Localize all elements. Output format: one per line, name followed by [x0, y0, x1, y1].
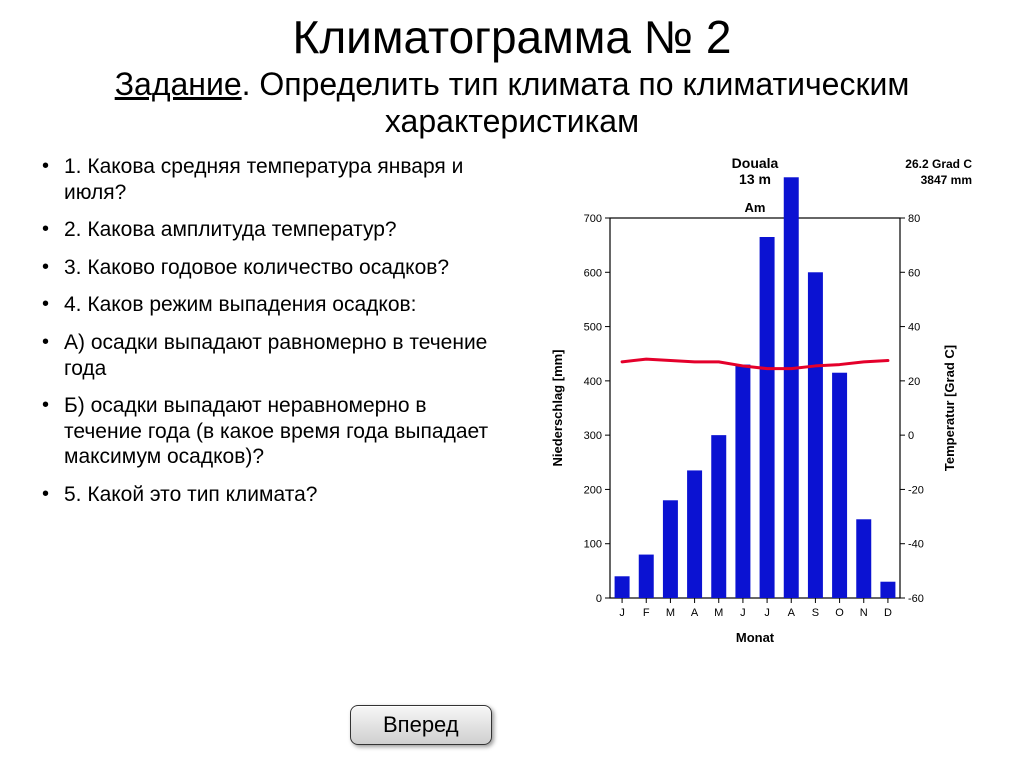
- svg-text:-60: -60: [908, 593, 924, 605]
- question-item: А) осадки выпадают равномерно в течение …: [64, 330, 510, 381]
- svg-text:J: J: [740, 607, 746, 619]
- svg-text:O: O: [835, 607, 844, 619]
- question-item: 2. Какова амплитуда температур?: [64, 217, 510, 243]
- question-list: 1. Какова средняя температура января и и…: [40, 154, 510, 508]
- svg-text:80: 80: [908, 213, 920, 225]
- title-block: Климатограмма № 2 Задание. Определить ти…: [40, 10, 984, 140]
- svg-text:A: A: [788, 607, 796, 619]
- svg-text:D: D: [884, 607, 892, 619]
- forward-button[interactable]: Вперед: [350, 705, 492, 745]
- svg-text:0: 0: [908, 430, 914, 442]
- svg-text:Monat: Monat: [736, 630, 775, 645]
- svg-text:N: N: [860, 607, 868, 619]
- svg-text:A: A: [691, 607, 699, 619]
- svg-text:0: 0: [596, 593, 602, 605]
- svg-text:26.2 Grad C: 26.2 Grad C: [905, 157, 972, 171]
- subtitle: Задание. Определить тип климата по клима…: [40, 66, 984, 140]
- subtitle-prefix: Задание: [115, 66, 242, 102]
- svg-text:400: 400: [584, 376, 602, 388]
- svg-text:100: 100: [584, 539, 602, 551]
- question-item: 1. Какова средняя температура января и и…: [64, 154, 510, 205]
- svg-text:Douala: Douala: [732, 155, 779, 171]
- svg-text:Niederschlag [mm]: Niederschlag [mm]: [550, 349, 565, 466]
- svg-text:J: J: [764, 607, 770, 619]
- svg-text:700: 700: [584, 213, 602, 225]
- svg-text:60: 60: [908, 267, 920, 279]
- svg-text:-40: -40: [908, 539, 924, 551]
- chart-svg: Douala13 m26.2 Grad C3847 mmAm0100200300…: [520, 146, 980, 656]
- question-item: Б) осадки выпадают неравномерно в течени…: [64, 393, 510, 470]
- svg-text:Am: Am: [745, 200, 766, 215]
- question-item: 4. Каков режим выпадения осадков:: [64, 292, 510, 318]
- slide: Климатограмма № 2 Задание. Определить ти…: [0, 0, 1024, 767]
- page-title: Климатограмма № 2: [40, 10, 984, 64]
- content-row: 1. Какова средняя температура января и и…: [40, 146, 984, 666]
- svg-text:300: 300: [584, 430, 602, 442]
- subtitle-rest: . Определить тип климата по климатически…: [242, 66, 910, 139]
- climograph-chart: Douala13 m26.2 Grad C3847 mmAm0100200300…: [520, 146, 980, 666]
- svg-text:M: M: [714, 607, 723, 619]
- svg-text:M: M: [666, 607, 675, 619]
- svg-text:13 m: 13 m: [739, 171, 771, 187]
- chart-panel: Douala13 m26.2 Grad C3847 mmAm0100200300…: [520, 146, 984, 666]
- svg-text:40: 40: [908, 322, 920, 334]
- svg-text:20: 20: [908, 376, 920, 388]
- svg-text:J: J: [619, 607, 625, 619]
- svg-text:S: S: [812, 607, 819, 619]
- svg-text:Temperatur [Grad C]: Temperatur [Grad C]: [942, 345, 957, 471]
- svg-text:500: 500: [584, 322, 602, 334]
- question-item: 3. Каково годовое количество осадков?: [64, 255, 510, 281]
- svg-text:F: F: [643, 607, 650, 619]
- question-item: 5. Какой это тип климата?: [64, 482, 510, 508]
- nav-buttons: Вперед: [350, 705, 492, 745]
- svg-text:600: 600: [584, 267, 602, 279]
- svg-text:-20: -20: [908, 484, 924, 496]
- questions-panel: 1. Какова средняя температура января и и…: [40, 146, 520, 666]
- svg-text:200: 200: [584, 484, 602, 496]
- svg-text:3847 mm: 3847 mm: [921, 173, 972, 187]
